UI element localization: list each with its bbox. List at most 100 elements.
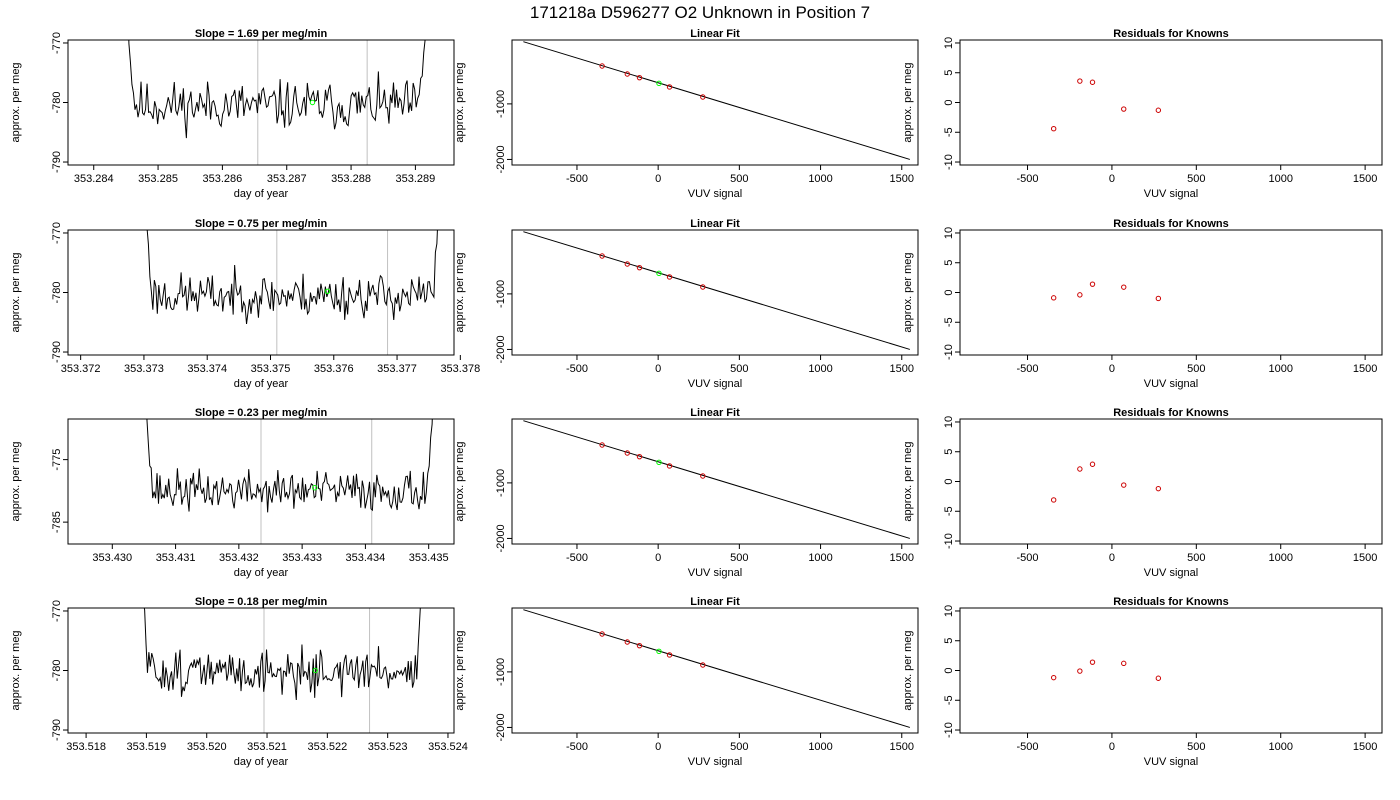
chart-2-known-point bbox=[666, 84, 673, 90]
chart-3-known-point bbox=[1155, 107, 1162, 113]
chart-9-ytick-label: -10 bbox=[943, 533, 955, 549]
chart-10-xtick-label: 353.523 bbox=[368, 741, 408, 753]
chart-9-ytick-label: -5 bbox=[943, 506, 955, 516]
chart-4-xlabel: day of year bbox=[234, 378, 289, 390]
chart-9-known-point bbox=[1121, 482, 1127, 488]
chart-12-known-point bbox=[1121, 660, 1127, 667]
chart-11-ytick-label: -1000 bbox=[495, 658, 507, 686]
chart-7-panel: Slope = 0.23 per meg/min 353.430 353.431 35… bbox=[10, 407, 455, 579]
chart-6-known-point bbox=[1089, 281, 1096, 287]
chart-6-known-point bbox=[1077, 292, 1083, 298]
chart-12-title: Residuals for Knowns bbox=[1113, 596, 1229, 608]
chart-9-panel: Residuals for Knowns -500 0 500 1000 1500 -10 -… bbox=[902, 407, 1383, 579]
chart-3-xtick-label: 0 bbox=[1109, 173, 1115, 185]
chart-10-unknown-point bbox=[312, 667, 318, 674]
chart-2-xtick-label: 1500 bbox=[890, 173, 914, 185]
chart-1-panel: Slope = 1.69 per meg/min 353.284 353.285 35… bbox=[10, 28, 455, 200]
chart-12-known-point bbox=[1155, 675, 1162, 681]
chart-8-fit-line bbox=[523, 420, 911, 539]
chart-11-known-point bbox=[700, 662, 706, 668]
chart-6-known-point bbox=[1155, 295, 1162, 302]
chart-10-ytick-label: -780 bbox=[51, 659, 63, 681]
chart-1-ytick-label: -780 bbox=[51, 91, 63, 113]
chart-7-xtick-label: 353.434 bbox=[346, 552, 386, 564]
chart-7-title: Slope = 0.23 per meg/min bbox=[195, 407, 328, 419]
chart-6-known-point bbox=[1121, 284, 1127, 290]
chart-4-xtick-label: 353.374 bbox=[187, 363, 227, 375]
chart-4-xtick-label: 353.375 bbox=[251, 363, 291, 375]
chart-3-xtick-label: 500 bbox=[1187, 173, 1205, 185]
chart-12-known-point bbox=[1089, 659, 1096, 665]
chart-3-known-point bbox=[1089, 79, 1096, 85]
chart-8-ytick-label: -1000 bbox=[495, 469, 507, 497]
chart-2-xlabel: VUV signal bbox=[688, 188, 742, 200]
chart-4-plot-area bbox=[146, 230, 438, 355]
chart-1-ytick-label: -770 bbox=[51, 32, 63, 54]
chart-12-ytick-label: 0 bbox=[943, 667, 955, 673]
chart-5-panel: Linear Fit -500 0 500 1000 1500 -2000 -1000 VUV … bbox=[454, 218, 919, 390]
chart-11-xtick-label: 0 bbox=[655, 741, 661, 753]
chart-12-panel: Residuals for Knowns -500 0 500 1000 1500 -10 -… bbox=[902, 596, 1383, 768]
chart-4-ytick-label: -790 bbox=[51, 341, 63, 363]
chart-6-xlabel: VUV signal bbox=[1144, 378, 1198, 390]
chart-7-series-line bbox=[146, 419, 433, 513]
chart-8-known-point bbox=[666, 463, 673, 469]
chart-2-known-point bbox=[636, 74, 643, 81]
chart-2-ytick-label: -2000 bbox=[495, 145, 507, 173]
chart-4-xtick-label: 353.378 bbox=[440, 363, 480, 375]
chart-11-title: Linear Fit bbox=[690, 596, 740, 608]
chart-6-title: Residuals for Knowns bbox=[1113, 218, 1229, 230]
chart-1-ylabel: approx. per meg bbox=[10, 62, 22, 142]
chart-11-ytick-label: -2000 bbox=[495, 713, 507, 741]
chart-11-xtick-label: 1500 bbox=[890, 741, 914, 753]
chart-3-panel: Residuals for Knowns -500 0 500 1000 1500 -10 -… bbox=[902, 28, 1383, 200]
chart-11-known-point bbox=[666, 652, 673, 658]
chart-9-ytick-label: 10 bbox=[943, 416, 955, 428]
chart-4-xtick-label: 353.377 bbox=[377, 363, 417, 375]
chart-12-xlabel: VUV signal bbox=[1144, 756, 1198, 768]
chart-6-known-point bbox=[1050, 295, 1057, 301]
chart-3-ytick-label: 10 bbox=[943, 37, 955, 49]
chart-10-xtick-label: 353.522 bbox=[307, 741, 347, 753]
chart-4-ytick-label: -770 bbox=[51, 222, 63, 244]
chart-5-frame bbox=[511, 229, 919, 356]
chart-3-known-point bbox=[1077, 78, 1083, 84]
chart-7-frame bbox=[67, 418, 455, 545]
chart-6-ytick-label: 10 bbox=[943, 227, 955, 239]
chart-6-plot-area bbox=[1050, 281, 1162, 302]
chart-11-known-point bbox=[624, 639, 631, 645]
chart-8-known-point bbox=[700, 473, 706, 479]
chart-6-frame bbox=[959, 229, 1383, 356]
chart-12-ytick-label: 5 bbox=[943, 638, 955, 644]
chart-6-ytick-label: 0 bbox=[943, 289, 955, 295]
chart-5-known-point bbox=[666, 274, 673, 280]
chart-1-xtick-label: 353.284 bbox=[74, 173, 114, 185]
chart-1-xtick-label: 353.286 bbox=[203, 173, 243, 185]
chart-3-xtick-label: 1500 bbox=[1353, 173, 1377, 185]
chart-8-plot-area bbox=[523, 420, 911, 539]
chart-1-title: Slope = 1.69 per meg/min bbox=[195, 28, 328, 40]
chart-2-plot-area bbox=[523, 41, 911, 160]
chart-8-known-point bbox=[599, 442, 605, 448]
chart-10-xtick-label: 353.524 bbox=[428, 741, 468, 753]
chart-2-known-point bbox=[624, 71, 631, 77]
chart-1-series-line bbox=[128, 40, 426, 139]
chart-11-xlabel: VUV signal bbox=[688, 756, 742, 768]
chart-7-xtick-label: 353.433 bbox=[282, 552, 322, 564]
chart-10-ytick-label: -790 bbox=[51, 719, 63, 741]
chart-11-frame bbox=[511, 607, 919, 734]
chart-5-ylabel: approx. per meg bbox=[454, 252, 466, 332]
chart-3-frame bbox=[959, 39, 1383, 166]
chart-5-xtick-label: 1000 bbox=[808, 363, 832, 375]
chart-4-ylabel: approx. per meg bbox=[10, 252, 22, 332]
chart-3-ylabel: approx. per meg bbox=[902, 62, 914, 142]
chart-12-known-point bbox=[1050, 674, 1057, 681]
chart-8-xtick-label: 1000 bbox=[808, 552, 832, 564]
chart-7-xtick-label: 353.435 bbox=[409, 552, 449, 564]
chart-4-panel: Slope = 0.75 per meg/min 353.372 353.373 35… bbox=[10, 218, 480, 390]
chart-6-ylabel: approx. per meg bbox=[902, 252, 914, 332]
chart-3-plot-area bbox=[1050, 78, 1162, 132]
chart-2-xtick-label: 1000 bbox=[808, 173, 832, 185]
chart-11-unknown-point bbox=[656, 648, 662, 655]
chart-4-xtick-label: 353.376 bbox=[314, 363, 354, 375]
